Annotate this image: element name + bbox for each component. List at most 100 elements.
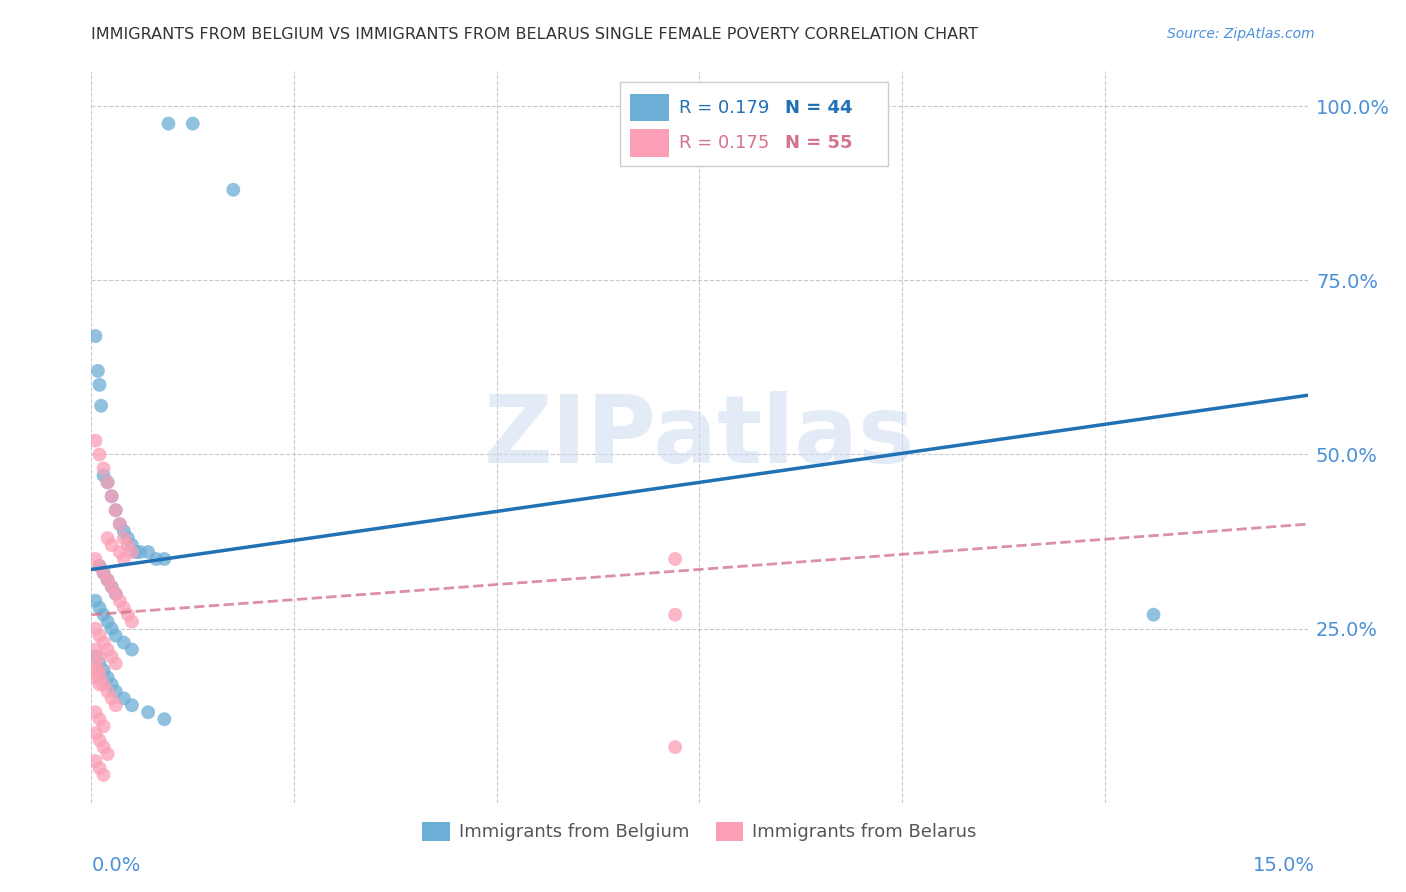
- Point: [664, 607, 686, 622]
- Point: [117, 607, 139, 622]
- Point: [90, 399, 112, 413]
- Point: [664, 552, 686, 566]
- Point: [89, 448, 111, 462]
- Point: [104, 587, 127, 601]
- Point: [121, 642, 143, 657]
- Point: [100, 489, 122, 503]
- Point: [93, 664, 115, 678]
- Point: [93, 768, 115, 782]
- Point: [108, 517, 131, 532]
- Point: [97, 573, 120, 587]
- Bar: [630, 94, 669, 121]
- Point: [136, 545, 159, 559]
- Point: [84, 329, 107, 343]
- Point: [104, 657, 127, 671]
- Point: [84, 705, 107, 719]
- Point: [104, 503, 127, 517]
- Point: [97, 642, 120, 657]
- Point: [153, 552, 176, 566]
- Point: [84, 594, 107, 608]
- Point: [145, 552, 167, 566]
- Point: [112, 552, 135, 566]
- Text: N = 55: N = 55: [785, 134, 852, 152]
- Point: [117, 531, 139, 545]
- Text: N = 44: N = 44: [785, 99, 852, 117]
- Point: [93, 740, 115, 755]
- Point: [121, 698, 143, 713]
- FancyBboxPatch shape: [620, 82, 889, 167]
- Legend: Immigrants from Belgium, Immigrants from Belarus: Immigrants from Belgium, Immigrants from…: [415, 814, 984, 848]
- Point: [93, 566, 115, 580]
- Point: [112, 691, 135, 706]
- Point: [97, 670, 120, 684]
- Text: R = 0.179: R = 0.179: [679, 99, 769, 117]
- Point: [157, 117, 180, 131]
- Point: [1142, 607, 1164, 622]
- Point: [89, 664, 111, 678]
- Point: [84, 434, 107, 448]
- Point: [84, 649, 107, 664]
- Point: [108, 517, 131, 532]
- Text: IMMIGRANTS FROM BELGIUM VS IMMIGRANTS FROM BELARUS SINGLE FEMALE POVERTY CORRELA: IMMIGRANTS FROM BELGIUM VS IMMIGRANTS FR…: [91, 27, 979, 42]
- Point: [97, 684, 120, 698]
- Point: [84, 657, 107, 671]
- Point: [121, 615, 143, 629]
- Point: [97, 747, 120, 761]
- Point: [121, 538, 143, 552]
- Bar: [630, 129, 669, 157]
- Text: Source: ZipAtlas.com: Source: ZipAtlas.com: [1167, 27, 1315, 41]
- Point: [93, 607, 115, 622]
- Point: [100, 677, 122, 691]
- Point: [89, 670, 111, 684]
- Point: [100, 691, 122, 706]
- Point: [93, 635, 115, 649]
- Point: [84, 754, 107, 768]
- Text: 0.0%: 0.0%: [91, 856, 141, 875]
- Point: [89, 712, 111, 726]
- Point: [93, 461, 115, 475]
- Point: [100, 489, 122, 503]
- Point: [89, 629, 111, 643]
- Point: [112, 635, 135, 649]
- Point: [89, 649, 111, 664]
- Point: [97, 475, 120, 490]
- Point: [153, 712, 176, 726]
- Point: [89, 761, 111, 775]
- Point: [84, 622, 107, 636]
- Point: [89, 657, 111, 671]
- Point: [93, 468, 115, 483]
- Point: [93, 719, 115, 733]
- Point: [136, 705, 159, 719]
- Point: [112, 600, 135, 615]
- Point: [93, 677, 115, 691]
- Point: [89, 558, 111, 573]
- Point: [117, 538, 139, 552]
- Point: [97, 475, 120, 490]
- Point: [84, 726, 107, 740]
- Text: R = 0.175: R = 0.175: [679, 134, 769, 152]
- Point: [84, 552, 107, 566]
- Point: [89, 677, 111, 691]
- Point: [100, 622, 122, 636]
- Point: [222, 183, 245, 197]
- Text: 15.0%: 15.0%: [1253, 856, 1315, 875]
- Point: [108, 545, 131, 559]
- Text: ZIPatlas: ZIPatlas: [484, 391, 915, 483]
- Point: [100, 580, 122, 594]
- Point: [100, 649, 122, 664]
- Point: [89, 558, 111, 573]
- Point: [93, 566, 115, 580]
- Point: [112, 531, 135, 545]
- Point: [100, 580, 122, 594]
- Point: [121, 545, 143, 559]
- Point: [125, 545, 148, 559]
- Point: [112, 524, 135, 538]
- Point: [84, 642, 107, 657]
- Point: [97, 573, 120, 587]
- Point: [97, 615, 120, 629]
- Point: [89, 733, 111, 747]
- Point: [89, 377, 111, 392]
- Point: [129, 545, 152, 559]
- Point: [104, 684, 127, 698]
- Point: [100, 538, 122, 552]
